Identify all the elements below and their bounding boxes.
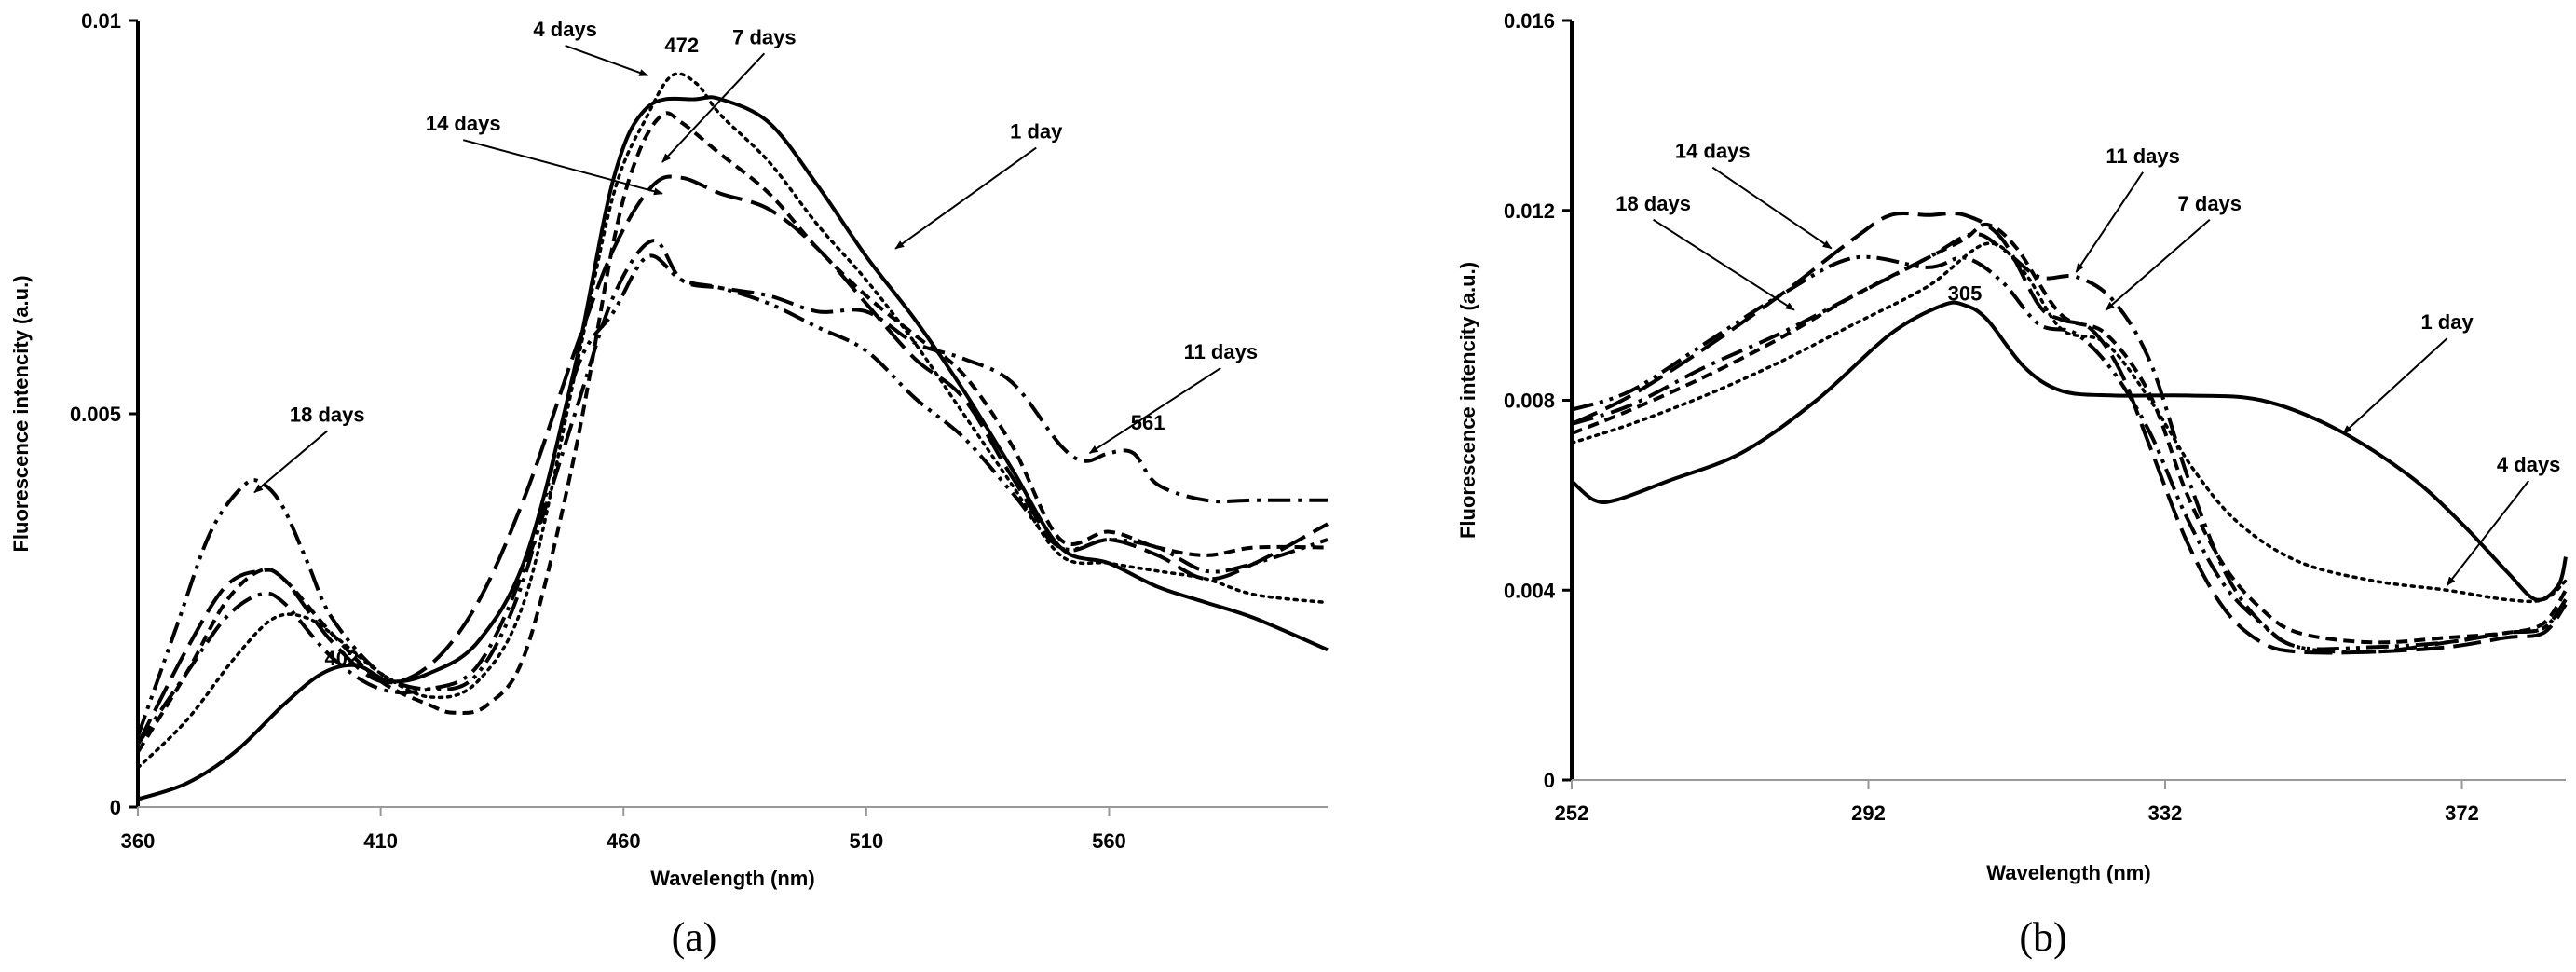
series-line-11-days [136,239,1328,746]
annotation-label: 18 days [1615,192,1691,215]
y-tick-label: 0.004 [1504,579,1556,602]
x-tick-label: 560 [1092,829,1126,853]
y-tick-label: 0 [110,796,121,819]
annotation-label: 11 days [1184,340,1259,363]
x-tick-label: 292 [1851,801,1886,825]
annotation-label: 14 days [1675,140,1751,163]
x-tick-label: 460 [607,829,641,853]
series-line-4-days [136,72,1329,770]
x-axis-title: Wavelength (nm) [650,867,814,890]
series-line-14-days [136,174,1329,746]
annotation-arrow [2342,337,2448,434]
y-tick-label: 0 [1544,769,1555,792]
annotation-arrow [2075,171,2144,273]
annotation-label: 14 days [426,112,501,135]
x-tick-label: 372 [2445,801,2479,825]
x-tick-label: 332 [2148,801,2183,825]
series-line-14-days [1571,211,2568,655]
annotation-label: 4 days [533,18,597,41]
panel-label: (b) [2019,914,2066,960]
series-line-18-days [136,253,1329,737]
annotation-label: 1 day [1010,120,1063,144]
x-tick-label: 360 [121,829,156,853]
y-axis-title: Fluorescence intencity (a.u.) [1456,262,1479,539]
annotation-label: 7 days [732,25,797,48]
panel-label: (a) [672,914,717,960]
annotation-arrow [1653,218,1795,311]
series-line-7-days [136,111,1329,753]
x-tick-label: 410 [363,829,398,853]
series-line-18-days [1571,254,2568,651]
annotation-arrow [661,52,766,163]
annotation-arrow [2105,218,2211,311]
annotation-label: 18 days [290,403,365,426]
y-axis-title: Fluorescence intencity (a.u.) [9,275,33,552]
annotation-label: 4 days [2497,453,2561,476]
series-line-1-day [137,95,1329,801]
series-line-7-days [1571,222,2568,645]
annotation-arrow [462,139,663,196]
x-tick-label: 252 [1555,801,1589,825]
series-line-4-days [1570,241,2568,604]
chart-panel-b: 0 0.004 0.008 0.012 0.016 252 292 332 372 Wavelen… [1456,9,2568,960]
y-tick-label: 0.012 [1504,199,1555,223]
y-tick-label: 0.01 [81,9,121,33]
y-tick-label: 0.005 [70,403,121,426]
annotation-label: 1 day [2420,310,2474,334]
annotation-arrow [2446,480,2529,586]
annotation-arrow [894,146,1037,250]
series-line-1-day [1570,300,2568,602]
annotation-label: 561 [1131,411,1165,434]
y-tick-label: 0.016 [1504,9,1555,33]
x-tick-label: 510 [849,829,883,853]
annotation-arrow [1088,367,1221,455]
series-line-11-days [1571,232,2568,654]
annotation-label: 305 [1948,282,1983,306]
x-axis-title: Wavelength (nm) [1986,861,2150,884]
annotation-label: 402 [325,647,360,670]
annotation-label: 472 [664,34,699,57]
annotation-label: 7 days [2178,192,2242,215]
annotation-label: 11 days [2106,144,2180,168]
annotation-arrow [253,430,328,494]
chart-panel-a: 0 0.005 0.01 360 410 460 510 560 Wavelength (nm)… [9,9,1329,960]
y-tick-label: 0.008 [1504,390,1555,413]
annotation-arrow [565,44,649,77]
annotation-arrow [1711,166,1833,250]
